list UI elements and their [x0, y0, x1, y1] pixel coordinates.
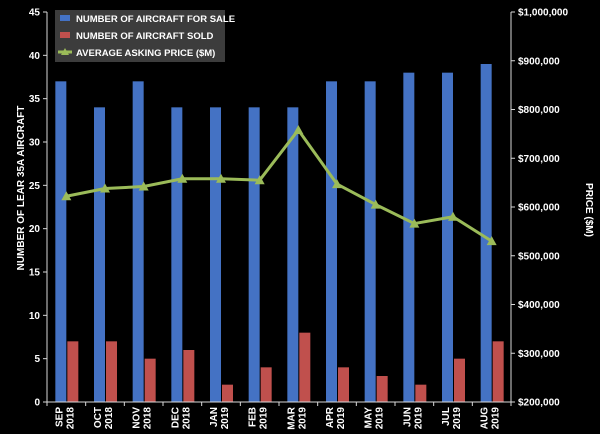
x-tick-label: JUL — [441, 407, 452, 426]
y2-axis-title: PRICE ($M) — [583, 183, 594, 237]
price-line — [66, 128, 493, 243]
y2-tick-label: $500,000 — [518, 251, 560, 262]
x-tick-label: MAR — [286, 406, 297, 430]
y2-tick-label: $1,000,000 — [518, 8, 568, 19]
x-tick-label: JAN — [209, 407, 220, 427]
x-tick-label-year: 2018 — [104, 407, 115, 430]
bar-sold — [454, 358, 465, 402]
price-marker — [409, 218, 420, 228]
bar-for-sale — [248, 107, 260, 402]
bar-sold — [144, 358, 156, 402]
bar-for-sale — [55, 81, 67, 402]
y-axis-title: NUMBER OF LEAR 35A AIRCRAFT — [16, 106, 27, 271]
y-tick-label: 35 — [29, 94, 41, 105]
bar-sold — [299, 332, 311, 402]
legend-label-sold: NUMBER OF AIRCRAFT SOLD — [76, 31, 214, 42]
bar-for-sale — [480, 64, 492, 402]
y-tick-label: 45 — [29, 8, 41, 19]
x-tick-label: FEB — [248, 407, 259, 427]
legend-label-for-sale: NUMBER OF AIRCRAFT FOR SALE — [76, 14, 235, 25]
price-marker — [254, 175, 265, 185]
bar-for-sale — [94, 107, 105, 402]
x-tick-label-year: 2019 — [259, 407, 270, 430]
bar-sold — [415, 384, 427, 402]
bar-sold — [260, 367, 272, 402]
y-tick-label: 30 — [29, 138, 41, 149]
legend-marker-price — [61, 48, 69, 55]
x-tick-label-year: 2019 — [220, 407, 231, 430]
legend-label-price: AVERAGE ASKING PRICE ($M) — [76, 48, 215, 59]
x-tick-label: MAY — [364, 407, 375, 429]
bar-for-sale — [442, 72, 453, 403]
x-tick-label-year: 2019 — [336, 407, 347, 430]
x-tick-label: APR — [325, 406, 336, 428]
line-layer — [61, 124, 497, 246]
y-tick-label: 20 — [29, 224, 41, 235]
y-tick-label: 40 — [29, 51, 41, 62]
y2-tick-label: $700,000 — [518, 154, 560, 165]
bar-sold — [183, 350, 195, 402]
bar-for-sale — [132, 81, 144, 402]
x-tick-label: OCT — [93, 407, 104, 428]
price-marker — [448, 211, 458, 221]
bar-sold — [106, 341, 117, 402]
x-tick-label: DEC — [170, 407, 181, 428]
bar-sold — [376, 376, 388, 402]
x-tick-label-year: 2018 — [181, 407, 192, 430]
x-tick-label-year: 2019 — [297, 407, 308, 430]
bar-sold — [67, 341, 79, 402]
bar-sold — [222, 384, 233, 402]
x-tick-label: AUG — [480, 407, 491, 429]
price-marker — [370, 199, 381, 209]
legend-box — [55, 10, 225, 62]
y2-tick-label: $400,000 — [518, 300, 560, 311]
y2-tick-label: $300,000 — [518, 349, 560, 360]
legend-swatch-for-sale — [60, 15, 70, 21]
x-tick-label: NOV — [132, 407, 143, 429]
x-tick-label-year: 2019 — [452, 407, 463, 430]
bar-sold — [492, 341, 504, 402]
x-tick-label-year: 2019 — [375, 407, 386, 430]
bar-for-sale — [287, 107, 299, 402]
y2-tick-label: $800,000 — [518, 105, 560, 116]
y-tick-label: 0 — [34, 398, 40, 409]
price-marker — [216, 173, 226, 183]
legend: NUMBER OF AIRCRAFT FOR SALE NUMBER OF AI… — [55, 10, 235, 62]
x-tick-label-year: 2019 — [413, 407, 424, 430]
bar-for-sale — [210, 107, 221, 402]
y-tick-label: 25 — [29, 181, 41, 192]
x-tick-label: SEP — [54, 407, 65, 427]
price-marker — [486, 236, 497, 246]
price-marker — [61, 191, 72, 201]
x-tick-label-year: 2018 — [65, 407, 76, 430]
bar-sold — [338, 367, 349, 402]
price-marker — [100, 183, 110, 193]
price-marker — [332, 179, 342, 189]
bar-for-sale — [326, 81, 337, 402]
bar-for-sale — [403, 72, 415, 403]
price-marker — [177, 173, 188, 183]
y-tick-label: 10 — [29, 311, 41, 322]
x-tick-label-year: 2018 — [143, 407, 154, 430]
y-tick-label: 5 — [34, 354, 40, 365]
bar-for-sale — [364, 81, 376, 402]
y2-tick-label: $200,000 — [518, 398, 560, 409]
price-marker — [138, 181, 149, 191]
bar-for-sale — [171, 107, 183, 402]
x-tick-label: JUN — [402, 407, 413, 427]
axes-layer — [43, 11, 515, 406]
bars-layer — [55, 64, 504, 403]
price-marker — [293, 124, 304, 134]
y2-tick-label: $600,000 — [518, 203, 560, 214]
ticks-layer: 0 5 10 15 20 25 30 35 40 45 $200,000 $300,000 $400,0… — [29, 8, 569, 430]
y2-tick-label: $900,000 — [518, 56, 560, 67]
legend-swatch-sold — [60, 32, 70, 38]
y-tick-label: 15 — [29, 268, 41, 279]
x-tick-label-year: 2019 — [491, 407, 502, 430]
